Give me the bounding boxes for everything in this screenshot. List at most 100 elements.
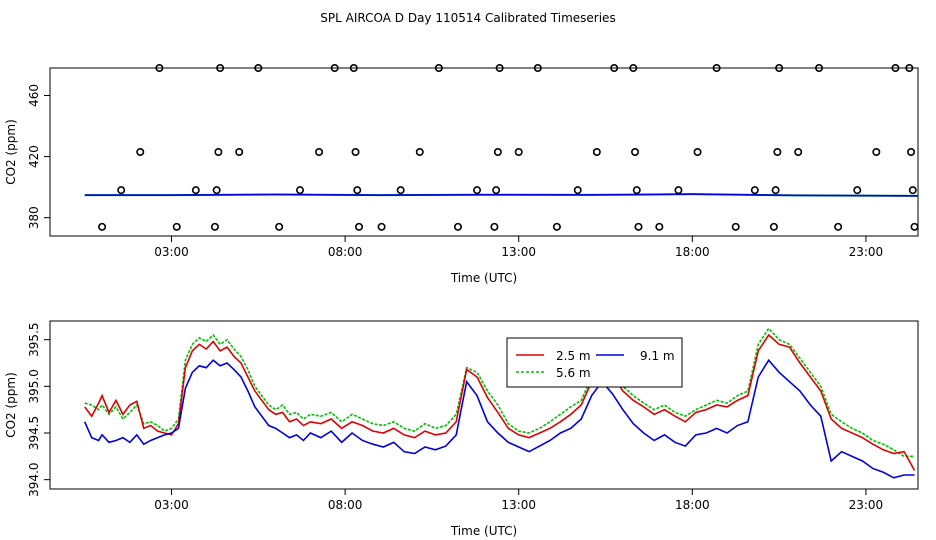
y-tick-label: 395.5 [27,322,41,356]
calibration-point [214,148,223,157]
calibration-point [212,186,221,195]
series-lines [83,327,916,479]
calibration-point [834,222,843,231]
calibration-point [353,186,362,195]
x-tick-label: 08:00 [328,498,363,512]
calibration-point [210,222,219,231]
calibration-point [552,222,561,231]
calibration-point [377,222,386,231]
calibration-point [275,222,284,231]
calibration-point [794,148,803,157]
baseline-line-blue [84,193,919,197]
series-line-9-1-m [83,358,915,479]
calibration-point [750,186,759,195]
calibration-point [191,186,200,195]
calibration-panel: 03:00 08:00 13:00 18:00 23:00 380 420 460 Time … [4,64,919,285]
calibration-point [514,148,523,157]
series-line-5-6-m [84,327,915,458]
calibration-point [490,222,499,231]
calibration-point [853,186,862,195]
calibration-point [592,148,601,157]
calibration-point [632,186,641,195]
x-tick-label: 13:00 [501,245,536,259]
calibration-point [492,186,501,195]
axes-top: 03:00 08:00 13:00 18:00 23:00 380 420 460 [27,84,883,259]
calibration-point [769,222,778,231]
calibration-point [351,148,360,157]
calibration-point [235,148,244,157]
calibration-point [172,222,181,231]
axes-bottom: 03:00 08:00 13:00 18:00 23:00 394.0 394.5 395.0… [27,322,883,512]
calibration-point [908,186,917,195]
calibration-point [610,64,619,73]
calibration-point [453,222,462,231]
x-tick-label: 08:00 [328,245,363,259]
calibration-point [495,64,504,73]
calibration-point [905,64,914,73]
calibration-point [872,148,881,157]
calibration-points [98,64,919,231]
y-axis-label-bottom: CO2 (ppm) [4,372,18,438]
legend-label-9-1m: 9.1 m [640,349,675,363]
y-tick-label: 460 [27,84,41,107]
calibration-point [674,186,683,195]
calibration-point [473,186,482,195]
x-axis-label-top: Time (UTC) [450,271,517,285]
series-line-2-5-m [84,333,916,471]
calibration-point [773,148,782,157]
legend-label-2-5m: 2.5 m [556,349,591,363]
legend-label-5-6m: 5.6 m [556,366,591,380]
calibration-point [349,64,358,73]
calibration-point [731,222,740,231]
calibration-point [891,64,900,73]
y-axis-label-top: CO2 (ppm) [4,119,18,185]
x-tick-label: 23:00 [849,498,884,512]
calibration-point [655,222,664,231]
calibration-point [907,148,916,157]
calibration-point [155,64,164,73]
calibration-point [631,148,640,157]
x-axis-label-bottom: Time (UTC) [450,524,517,538]
calibration-point [493,148,502,157]
calibration-point [629,64,638,73]
plot-frame-top [49,67,919,237]
calibration-point [98,222,107,231]
x-tick-label: 03:00 [154,498,189,512]
y-tick-label: 420 [27,145,41,168]
calibration-point [712,64,721,73]
calibration-point [295,186,304,195]
calibration-point [216,64,225,73]
x-tick-label: 03:00 [154,245,189,259]
x-tick-label: 23:00 [849,245,884,259]
calibration-point [815,64,824,73]
calibration-point [775,64,784,73]
legend-box [506,337,683,388]
calibration-point [434,64,443,73]
calibration-point [415,148,424,157]
calibration-point [634,222,643,231]
calibration-point [533,64,542,73]
calibration-point [315,148,324,157]
y-tick-label: 394.5 [27,416,41,450]
calibration-point [117,186,126,195]
calibration-point [355,222,364,231]
calibration-point [910,222,919,231]
chart-title: SPL AIRCOA D Day 110514 Calibrated Times… [320,11,615,25]
x-tick-label: 13:00 [501,498,536,512]
calibration-point [396,186,405,195]
calibration-point [693,148,702,157]
calibration-point [254,64,263,73]
y-tick-label: 395.0 [27,369,41,403]
calibration-point [136,148,145,157]
timeseries-panel: 03:00 08:00 13:00 18:00 23:00 394.0 394.5 395.0… [4,320,919,538]
calibration-point [330,64,339,73]
baseline-series [84,193,919,197]
x-tick-label: 18:00 [675,245,710,259]
x-tick-label: 18:00 [675,498,710,512]
legend: 2.5 m 9.1 m 5.6 m [506,337,683,388]
y-tick-label: 380 [27,206,41,229]
y-tick-label: 394.0 [27,462,41,496]
calibration-point [573,186,582,195]
calibration-point [771,186,780,195]
